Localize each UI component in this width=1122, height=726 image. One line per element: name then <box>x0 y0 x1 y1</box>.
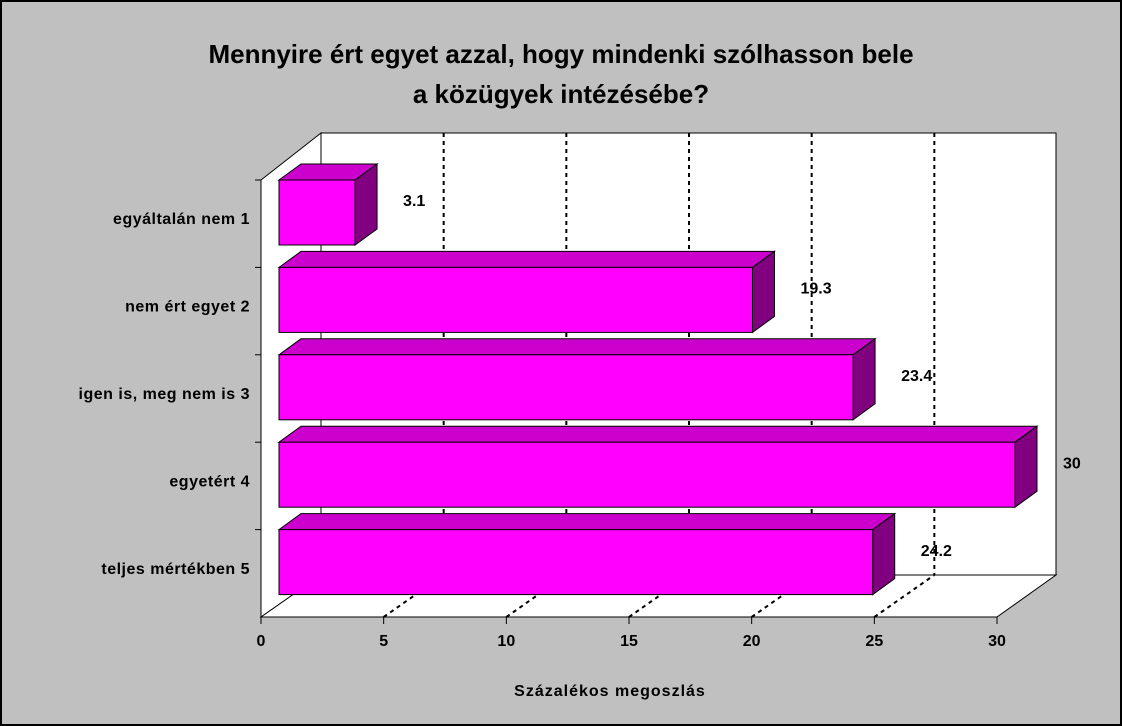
data-label: 24.2 <box>921 543 952 560</box>
bar <box>278 354 854 421</box>
x-tick-label: 10 <box>497 633 515 650</box>
bar-top <box>277 338 877 356</box>
x-tick-label: 30 <box>988 633 1006 650</box>
bar-top <box>277 250 777 268</box>
bar <box>278 266 753 333</box>
x-tick-label: 20 <box>743 633 761 650</box>
x-tick-label: 0 <box>257 633 266 650</box>
y-tick-label: igen is, meg nem is 3 <box>79 386 250 403</box>
bar <box>278 179 356 246</box>
chart-title: a közügyek intézésébe? <box>413 79 709 109</box>
x-tick-label: 15 <box>620 633 638 650</box>
data-label: 3.1 <box>403 193 425 210</box>
y-tick-label: egyetért 4 <box>169 473 250 490</box>
data-label: 19.3 <box>800 281 831 298</box>
bar-top <box>277 513 897 531</box>
x-axis-label: Százalékos megoszlás <box>514 683 706 700</box>
bar <box>278 529 874 596</box>
x-tick-label: 5 <box>379 633 388 650</box>
data-label: 23.4 <box>901 368 932 385</box>
bar <box>278 441 1016 508</box>
y-tick-label: teljes mértékben 5 <box>101 561 250 578</box>
y-tick-label: egyáltalán nem 1 <box>113 211 250 228</box>
x-tick-label: 25 <box>865 633 883 650</box>
bar-top <box>277 425 1039 443</box>
chart-title: Mennyire ért egyet azzal, hogy mindenki … <box>208 39 913 69</box>
y-tick-label: nem ért egyet 2 <box>125 299 250 316</box>
data-label: 30 <box>1063 455 1081 472</box>
